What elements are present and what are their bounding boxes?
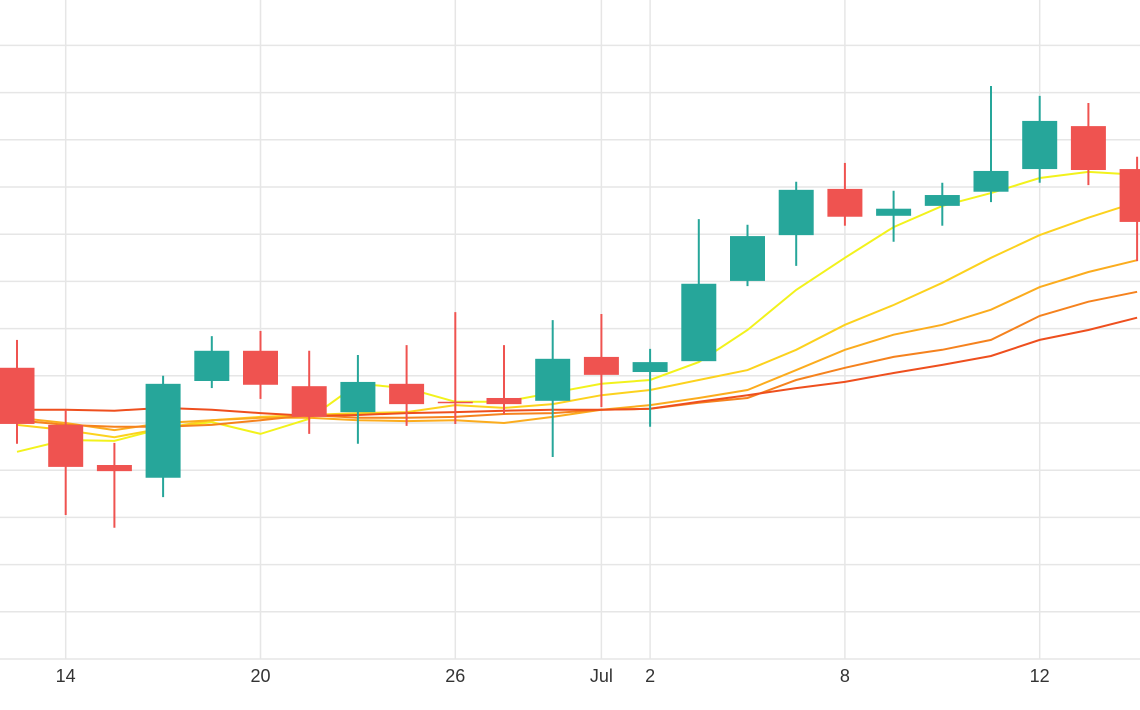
x-tick-label: Jul: [590, 666, 613, 686]
candle-body: [730, 236, 765, 281]
x-tick-label: 26: [445, 666, 465, 686]
candle-body: [96, 465, 132, 472]
candle-body: [243, 350, 278, 385]
candle-body: [145, 383, 181, 478]
candle-body: [535, 358, 571, 401]
candle-body: [1022, 120, 1058, 170]
candle-body: [583, 356, 619, 375]
candle-body: [486, 397, 522, 405]
plot-area: [0, 85, 1140, 528]
candle-body: [48, 424, 84, 467]
x-axis: 14 20 26 Jul 2 8 12: [56, 666, 1050, 686]
candle-body: [437, 401, 473, 404]
x-tick-label: 12: [1030, 666, 1050, 686]
candle-body: [194, 350, 230, 381]
moving-average-line: [16, 290, 1138, 428]
moving-average-line: [16, 201, 1138, 439]
candle-body: [876, 208, 912, 216]
candle-body: [973, 170, 1009, 192]
candle-body: [924, 195, 960, 206]
moving-average-line: [17, 316, 1138, 417]
x-tick-label: 14: [56, 666, 76, 686]
candle-body: [778, 189, 814, 236]
candle-body: [1119, 169, 1140, 222]
candle-body: [340, 381, 376, 413]
candle-body: [1070, 126, 1106, 171]
x-tick-label: 20: [250, 666, 270, 686]
moving-average-line: [16, 259, 1138, 432]
x-tick-label: 2: [645, 666, 655, 686]
candle-body: [827, 188, 863, 217]
candle-body: [681, 283, 717, 362]
candle-body: [632, 362, 668, 373]
candle-body: [291, 386, 327, 417]
candle-body: [389, 383, 425, 405]
x-tick-label: 8: [840, 666, 850, 686]
grid: [0, 0, 1140, 660]
candle-body: [0, 367, 35, 424]
